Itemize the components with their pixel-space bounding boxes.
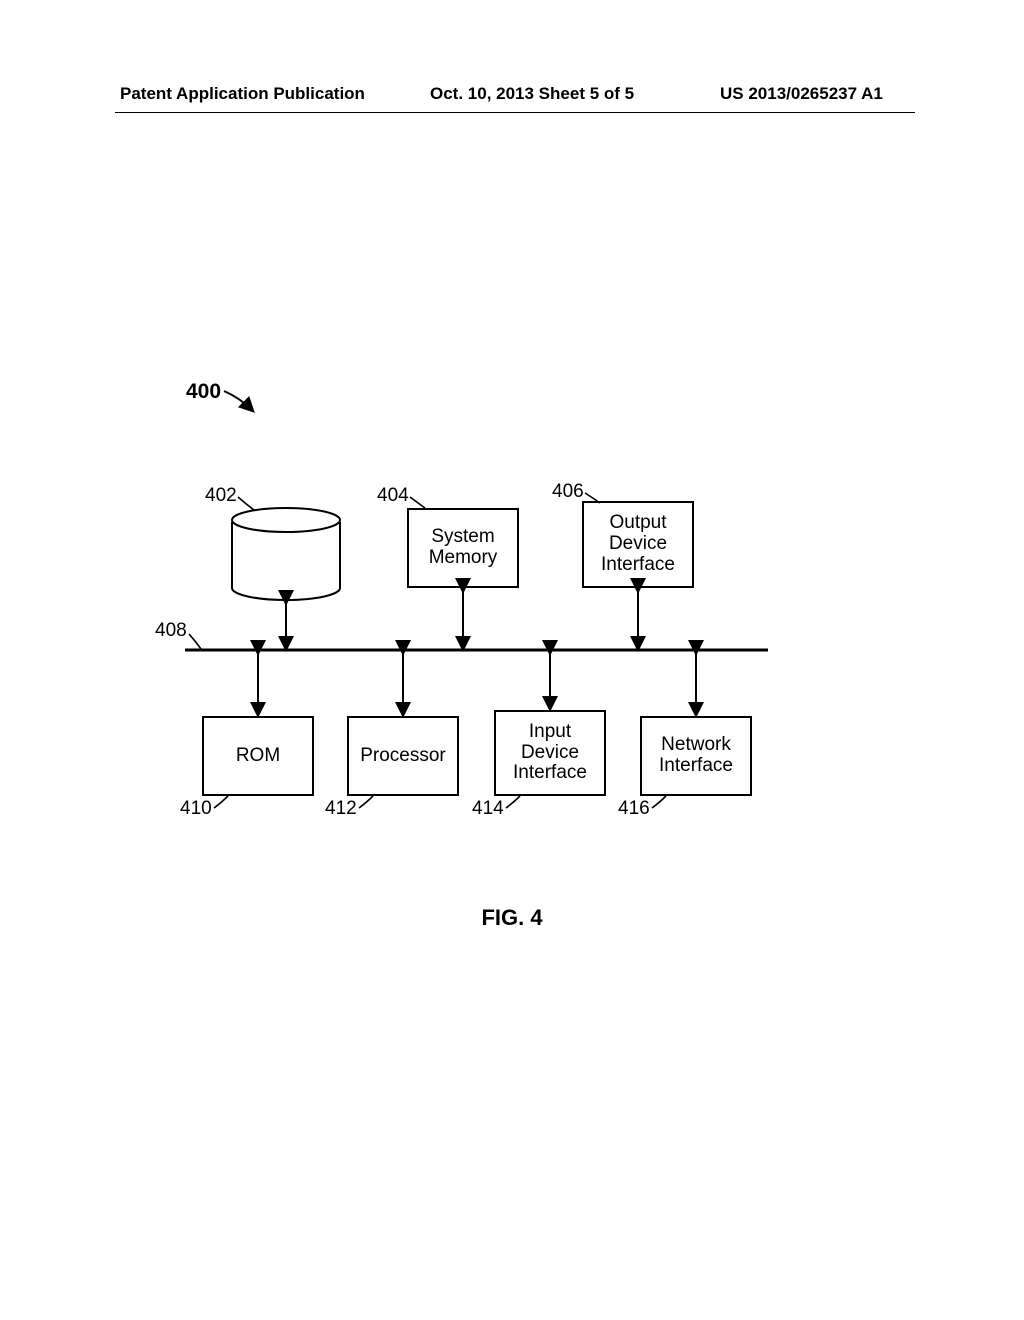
block-label: Storage xyxy=(253,540,320,561)
figure-caption: FIG. 4 xyxy=(0,905,1024,931)
block-label: Output Device Interface xyxy=(601,513,675,576)
ref-412: 412 xyxy=(325,798,357,820)
block-label: ROM xyxy=(236,746,280,767)
block-system-memory: System Memory xyxy=(407,508,519,588)
block-input-device-interface: Input Device Interface xyxy=(494,710,606,796)
block-processor: Processor xyxy=(347,716,459,796)
ref-416: 416 xyxy=(618,798,650,820)
block-label: Processor xyxy=(360,746,446,767)
block-output-device-interface: Output Device Interface xyxy=(582,501,694,588)
block-label: Input Device Interface xyxy=(513,722,587,785)
ref-406: 406 xyxy=(552,481,584,503)
ref-400: 400 xyxy=(186,380,221,404)
ref-408: 408 xyxy=(155,620,187,642)
block-network-interface: Network Interface xyxy=(640,716,752,796)
diagram-svg xyxy=(0,0,1024,1320)
ref-414: 414 xyxy=(472,798,504,820)
ref-410: 410 xyxy=(180,798,212,820)
block-label: Network Interface xyxy=(659,735,733,777)
ref-402: 402 xyxy=(205,485,237,507)
figure-4-diagram: 400 System Memory Output Device Interfac… xyxy=(0,0,1024,1320)
block-label: System Memory xyxy=(429,527,498,569)
block-rom: ROM xyxy=(202,716,314,796)
page: Patent Application Publication Oct. 10, … xyxy=(0,0,1024,1320)
ref-404: 404 xyxy=(377,485,409,507)
block-storage-label: Storage xyxy=(232,540,340,562)
